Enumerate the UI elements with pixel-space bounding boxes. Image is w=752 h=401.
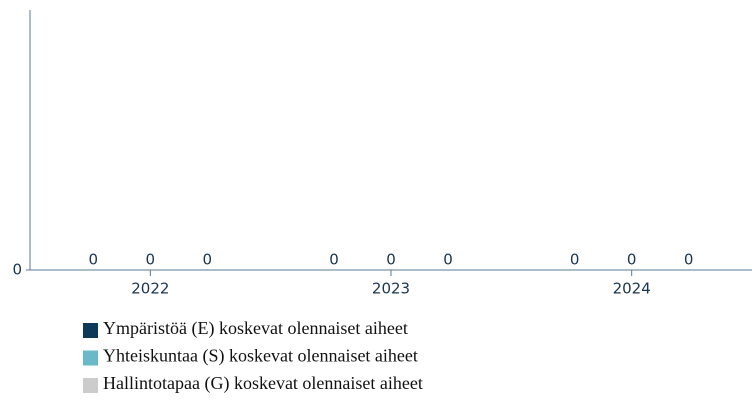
data-label: 0 (627, 251, 637, 269)
legend-swatch (83, 323, 98, 338)
data-label: 0 (329, 251, 339, 269)
legend: Ympäristöä (E) koskevat olennaiset aihee… (103, 318, 408, 339)
data-label: 0 (89, 251, 99, 269)
data-label: 0 (684, 251, 694, 269)
data-label: 0 (443, 251, 453, 269)
legend-swatch (83, 378, 98, 393)
data-label: 0 (146, 251, 156, 269)
x-tick-label: 2022 (131, 280, 169, 298)
legend: Hallintotapaa (G) koskevat olennaiset ai… (103, 373, 423, 394)
x-tick-label: 2023 (372, 280, 410, 298)
x-tick-label: 2024 (613, 280, 651, 298)
data-label: 0 (570, 251, 580, 269)
y-tick-label: 0 (12, 261, 22, 279)
legend: Yhteiskuntaa (S) koskevat olennaiset aih… (103, 346, 418, 367)
legend-swatch (83, 350, 98, 366)
data-label: 0 (386, 251, 396, 269)
data-label: 0 (203, 251, 213, 269)
